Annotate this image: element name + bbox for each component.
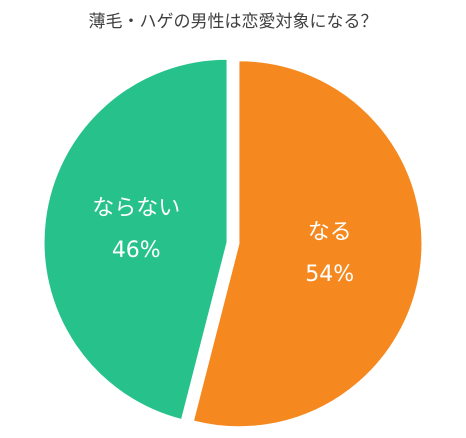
slice-name: なる xyxy=(308,220,352,245)
pie-slice xyxy=(192,60,423,428)
slice-value: 54% xyxy=(305,262,354,287)
pie-slice xyxy=(43,58,228,421)
chart-title: 薄毛・ハゲの男性は恋愛対象になる？ xyxy=(89,11,378,32)
slice-value: 46% xyxy=(112,238,161,263)
slice-name: ならない xyxy=(92,196,180,221)
